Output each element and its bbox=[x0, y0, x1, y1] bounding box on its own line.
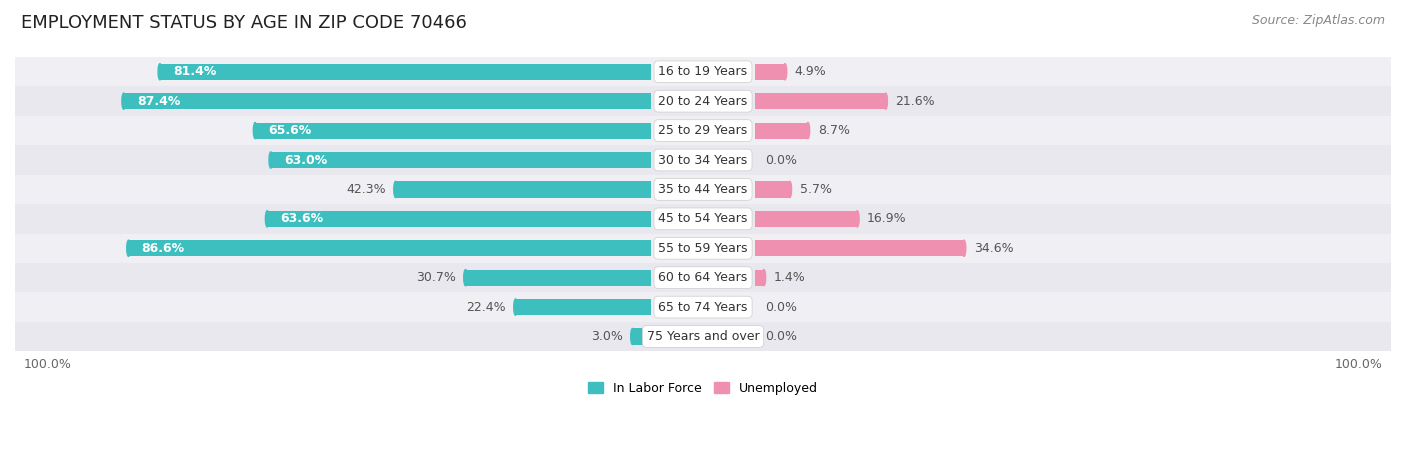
Text: 81.4%: 81.4% bbox=[173, 65, 217, 78]
Bar bbox=[755, 64, 785, 80]
Circle shape bbox=[762, 270, 766, 286]
Circle shape bbox=[884, 93, 887, 109]
Bar bbox=[160, 64, 651, 80]
Circle shape bbox=[464, 270, 467, 286]
Bar bbox=[124, 93, 651, 109]
Text: 65 to 74 Years: 65 to 74 Years bbox=[658, 300, 748, 313]
Bar bbox=[755, 240, 965, 256]
Circle shape bbox=[787, 181, 792, 198]
Bar bbox=[0, 292, 1406, 322]
Text: 22.4%: 22.4% bbox=[467, 300, 506, 313]
Circle shape bbox=[631, 328, 634, 345]
Bar bbox=[0, 175, 1406, 204]
Text: 3.0%: 3.0% bbox=[591, 330, 623, 343]
Text: 55 to 59 Years: 55 to 59 Years bbox=[658, 242, 748, 255]
Circle shape bbox=[394, 181, 398, 198]
Circle shape bbox=[122, 93, 125, 109]
Bar bbox=[0, 116, 1406, 145]
Text: 35 to 44 Years: 35 to 44 Years bbox=[658, 183, 748, 196]
Text: 25 to 29 Years: 25 to 29 Years bbox=[658, 124, 748, 137]
Text: 20 to 24 Years: 20 to 24 Years bbox=[658, 95, 748, 108]
Bar bbox=[633, 328, 651, 345]
Circle shape bbox=[806, 123, 810, 139]
Bar bbox=[465, 270, 651, 286]
Text: 21.6%: 21.6% bbox=[896, 95, 935, 108]
Text: 16.9%: 16.9% bbox=[868, 212, 907, 226]
Bar bbox=[755, 270, 763, 286]
Bar bbox=[267, 211, 651, 227]
Bar bbox=[0, 263, 1406, 292]
Circle shape bbox=[855, 211, 859, 227]
Text: 30.7%: 30.7% bbox=[416, 271, 456, 284]
Text: 75 Years and over: 75 Years and over bbox=[647, 330, 759, 343]
Circle shape bbox=[266, 211, 269, 227]
Bar bbox=[0, 322, 1406, 351]
Bar bbox=[0, 234, 1406, 263]
Text: 30 to 34 Years: 30 to 34 Years bbox=[658, 153, 748, 166]
Text: 16 to 19 Years: 16 to 19 Years bbox=[658, 65, 748, 78]
Bar bbox=[0, 87, 1406, 116]
Bar bbox=[395, 181, 651, 198]
Bar bbox=[0, 57, 1406, 87]
Text: 65.6%: 65.6% bbox=[269, 124, 312, 137]
Text: EMPLOYMENT STATUS BY AGE IN ZIP CODE 70466: EMPLOYMENT STATUS BY AGE IN ZIP CODE 704… bbox=[21, 14, 467, 32]
Text: 34.6%: 34.6% bbox=[974, 242, 1014, 255]
Bar bbox=[755, 181, 790, 198]
Bar bbox=[0, 204, 1406, 234]
Bar bbox=[0, 145, 1406, 175]
Circle shape bbox=[253, 123, 257, 139]
Text: Source: ZipAtlas.com: Source: ZipAtlas.com bbox=[1251, 14, 1385, 27]
Text: 4.9%: 4.9% bbox=[794, 65, 827, 78]
Bar bbox=[271, 152, 651, 168]
Text: 87.4%: 87.4% bbox=[136, 95, 180, 108]
Text: 0.0%: 0.0% bbox=[765, 300, 797, 313]
Text: 63.6%: 63.6% bbox=[280, 212, 323, 226]
Bar bbox=[128, 240, 651, 256]
Text: 5.7%: 5.7% bbox=[800, 183, 831, 196]
Bar bbox=[254, 123, 651, 139]
Bar bbox=[755, 211, 858, 227]
Circle shape bbox=[962, 240, 966, 256]
Bar bbox=[516, 299, 651, 315]
Circle shape bbox=[269, 152, 273, 168]
Text: 63.0%: 63.0% bbox=[284, 153, 328, 166]
Legend: In Labor Force, Unemployed: In Labor Force, Unemployed bbox=[583, 377, 823, 400]
Text: 8.7%: 8.7% bbox=[818, 124, 849, 137]
Text: 45 to 54 Years: 45 to 54 Years bbox=[658, 212, 748, 226]
Text: 86.6%: 86.6% bbox=[142, 242, 184, 255]
Circle shape bbox=[157, 64, 162, 80]
Text: 42.3%: 42.3% bbox=[346, 183, 385, 196]
Circle shape bbox=[513, 299, 517, 315]
Text: 60 to 64 Years: 60 to 64 Years bbox=[658, 271, 748, 284]
Text: 1.4%: 1.4% bbox=[773, 271, 806, 284]
Circle shape bbox=[783, 64, 787, 80]
Bar bbox=[755, 93, 886, 109]
Text: 0.0%: 0.0% bbox=[765, 153, 797, 166]
Circle shape bbox=[127, 240, 131, 256]
Text: 0.0%: 0.0% bbox=[765, 330, 797, 343]
Bar bbox=[755, 123, 808, 139]
